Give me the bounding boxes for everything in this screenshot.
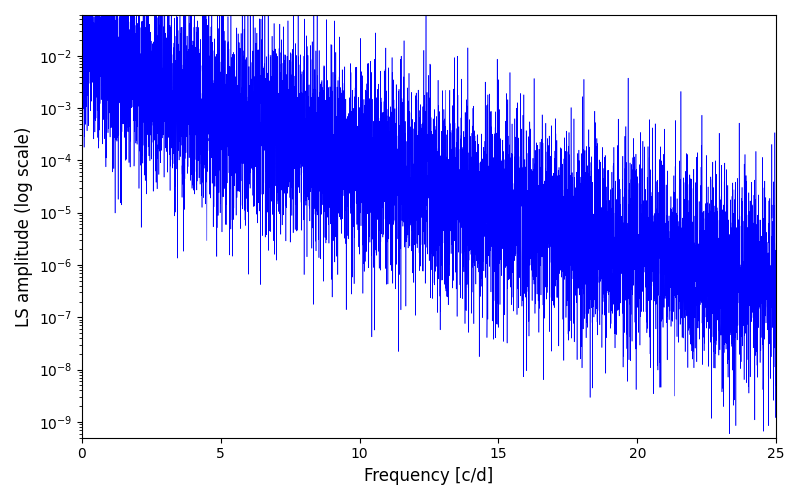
- X-axis label: Frequency [c/d]: Frequency [c/d]: [364, 467, 494, 485]
- Y-axis label: LS amplitude (log scale): LS amplitude (log scale): [15, 126, 33, 326]
